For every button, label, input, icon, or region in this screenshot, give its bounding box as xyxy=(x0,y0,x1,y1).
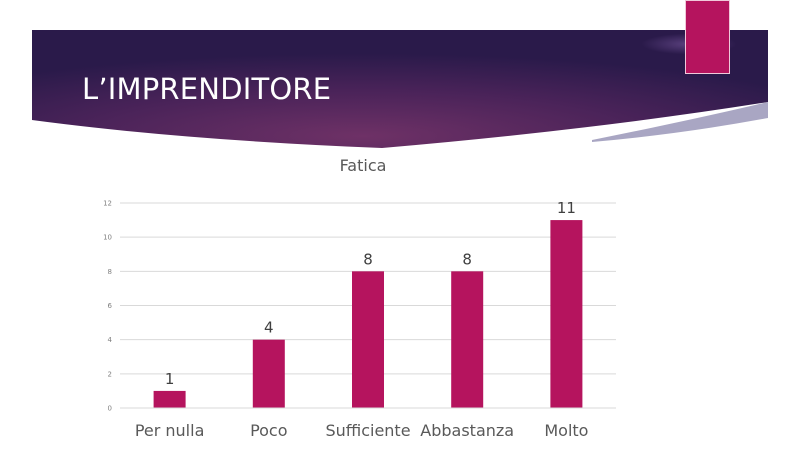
x-category-label: Per nulla xyxy=(135,421,205,440)
bar-sufficiente xyxy=(352,271,384,408)
chart-title: Fatica xyxy=(339,156,387,175)
bar-molto xyxy=(550,220,583,408)
data-label: 11 xyxy=(557,199,576,217)
x-category-label: Molto xyxy=(544,421,588,440)
y-tick-label: 0 xyxy=(108,405,112,413)
bar-poco xyxy=(252,339,285,408)
bar-per-nulla xyxy=(153,390,186,408)
x-category-label: Sufficiente xyxy=(325,421,410,440)
x-category-label: Poco xyxy=(250,421,287,440)
x-category-label: Abbastanza xyxy=(420,421,514,440)
y-tick-label: 4 xyxy=(108,336,113,344)
data-label: 8 xyxy=(462,250,472,268)
y-tick-label: 10 xyxy=(103,234,112,242)
y-tick-label: 12 xyxy=(103,200,112,208)
y-tick-label: 2 xyxy=(108,370,112,378)
title-banner xyxy=(32,30,768,148)
data-label: 1 xyxy=(165,370,175,388)
bar-abbastanza xyxy=(451,271,484,408)
slide-title: L’IMPRENDITORE xyxy=(82,72,332,106)
accent-tag xyxy=(685,0,730,74)
data-label: 4 xyxy=(264,319,274,337)
y-tick-label: 8 xyxy=(108,268,112,276)
y-tick-label: 6 xyxy=(108,302,113,310)
data-label: 8 xyxy=(363,250,373,268)
